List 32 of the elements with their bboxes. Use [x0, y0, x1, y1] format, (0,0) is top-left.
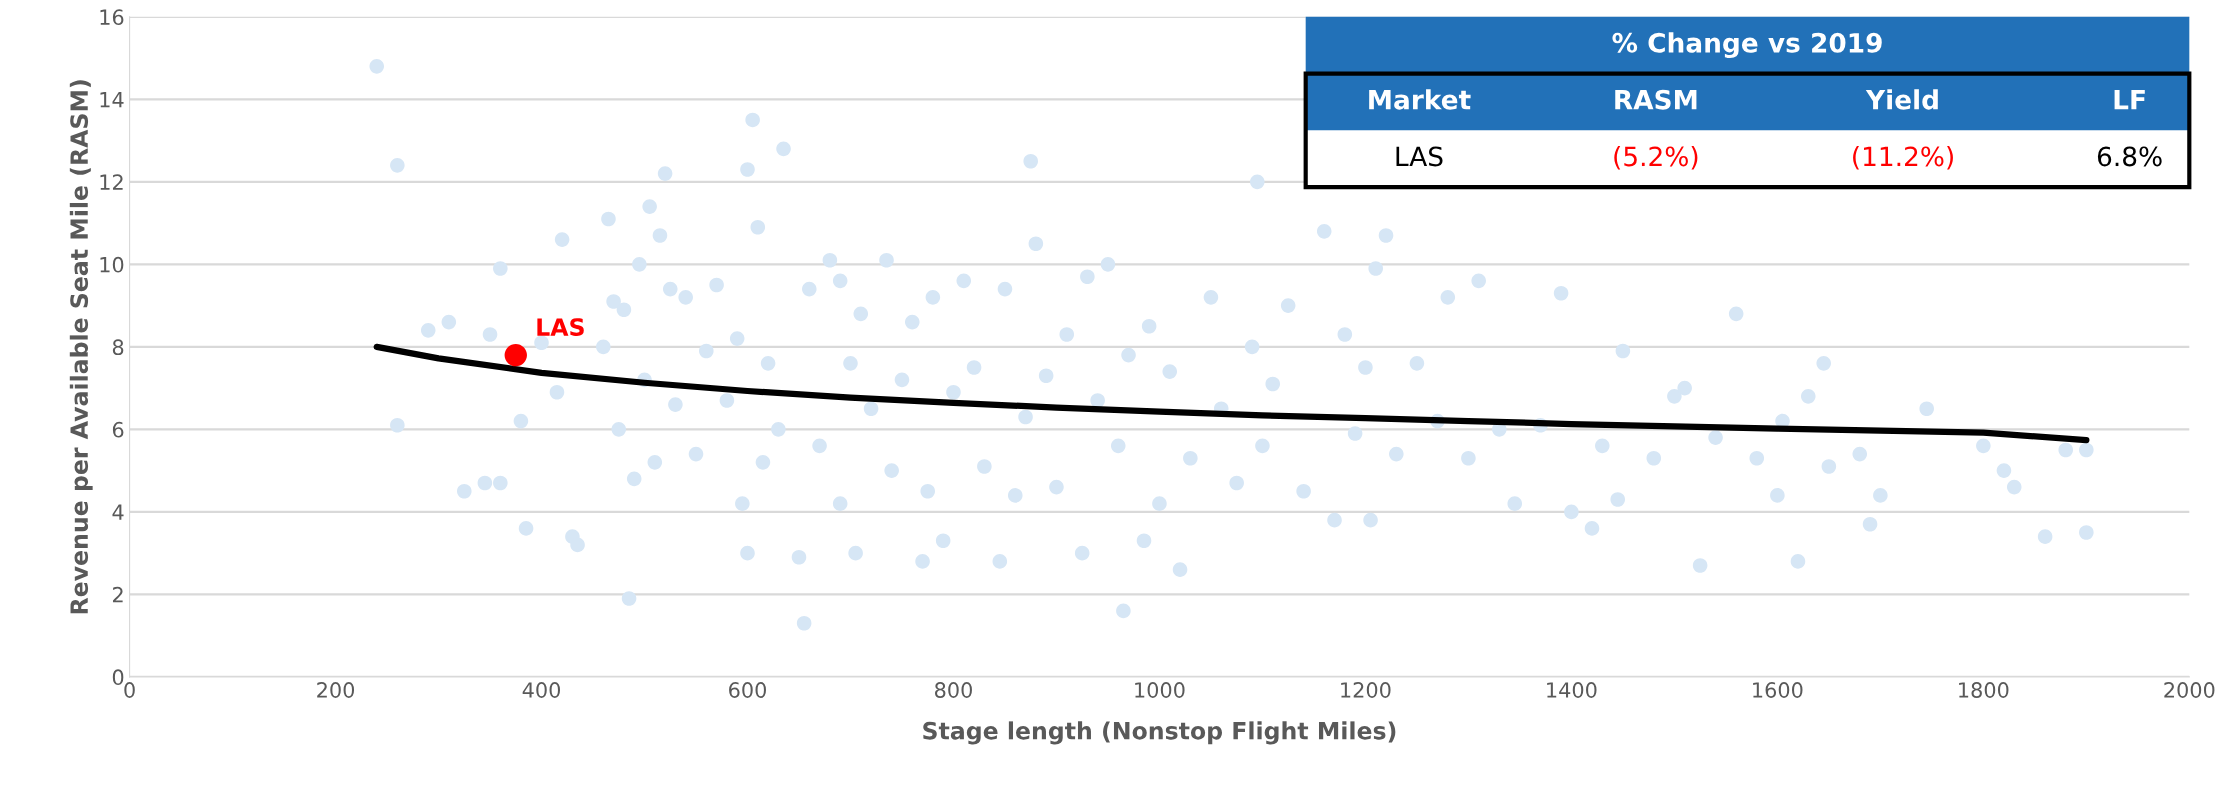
- x-tick-label: 800: [935, 682, 972, 698]
- x-tick-label: 1000: [1135, 682, 1185, 698]
- y-tick-label: 12: [100, 174, 123, 190]
- x-tick-label: 2000: [2164, 682, 2215, 698]
- y-tick-label: 8: [112, 339, 124, 356]
- y-tick-label: 4: [112, 504, 124, 520]
- annotation: Yield: [1865, 89, 1938, 110]
- annotation: RASM: [1615, 89, 1697, 110]
- x-tick-label: 1600: [1753, 682, 1803, 698]
- annotation: (11.2%): [1853, 146, 1953, 170]
- annotation: % Change vs 2019: [1612, 32, 1882, 59]
- y-tick-label: 14: [100, 92, 124, 108]
- annotation: Market: [1369, 89, 1471, 110]
- x-tick-label: 1800: [1959, 682, 2009, 698]
- annotation: LF: [2114, 90, 2145, 110]
- x-tick-label: 0: [124, 682, 135, 698]
- y-tick-label: 10: [100, 256, 124, 273]
- annotation: LAS: [1396, 146, 1443, 167]
- y-tick-label: 0: [112, 669, 124, 686]
- x-tick-label: 400: [522, 682, 561, 698]
- x-tick-label: 1400: [1547, 682, 1597, 698]
- annotation: 6.8%: [2097, 146, 2162, 167]
- annotation: (5.2%): [1614, 146, 1698, 170]
- x-tick-label: 200: [317, 682, 355, 698]
- x-axis-title: Stage length (Nonstop Flight Miles): [923, 721, 1396, 745]
- y-axis-title: Revenue per Available Seat Mile (RASM): [69, 80, 93, 614]
- series-label: LAS: [537, 318, 584, 337]
- y-tick-label: 2: [112, 586, 123, 603]
- y-tick-label: 16: [100, 9, 124, 26]
- x-tick-label: 600: [729, 682, 766, 698]
- x-tick-label: 1200: [1341, 682, 1391, 698]
- y-tick-label: 6: [112, 421, 124, 438]
